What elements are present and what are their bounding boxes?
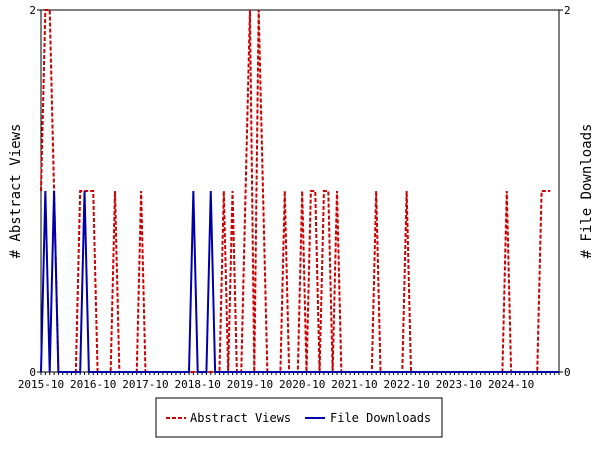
y-left-tick-top: 2 <box>29 4 36 17</box>
x-tick-label: 2024-10 <box>488 378 534 391</box>
x-axis-tick-labels: 2015-10 2016-10 2017-10 2018-10 2019-10 2020-… <box>18 378 534 391</box>
y-left-tick-bottom: 0 <box>29 366 36 379</box>
x-tick-label: 2016-10 <box>70 378 116 391</box>
x-tick-label: 2023-10 <box>436 378 482 391</box>
series-group <box>40 9 559 373</box>
legend-label-abstract-views: Abstract Views <box>190 411 291 425</box>
x-tick-label: 2021-10 <box>331 378 377 391</box>
x-tick-label: 2015-10 <box>18 378 64 391</box>
y-right-tick-bottom: 0 <box>564 366 571 379</box>
y-left-axis-label: # Abstract Views <box>8 124 24 259</box>
x-tick-label: 2017-10 <box>122 378 168 391</box>
legend: Abstract Views File Downloads <box>155 397 443 438</box>
legend-box <box>155 397 443 438</box>
x-tick-label: 2019-10 <box>227 378 273 391</box>
y-right-tick-top: 2 <box>564 4 571 17</box>
series-line-file-downloads <box>40 190 559 373</box>
x-tick-label: 2020-10 <box>279 378 325 391</box>
legend-label-file-downloads: File Downloads <box>330 411 431 425</box>
y-right-axis-label: # File Downloads <box>579 124 595 259</box>
x-tick-label: 2018-10 <box>175 378 221 391</box>
x-tick-label: 2022-10 <box>383 378 429 391</box>
